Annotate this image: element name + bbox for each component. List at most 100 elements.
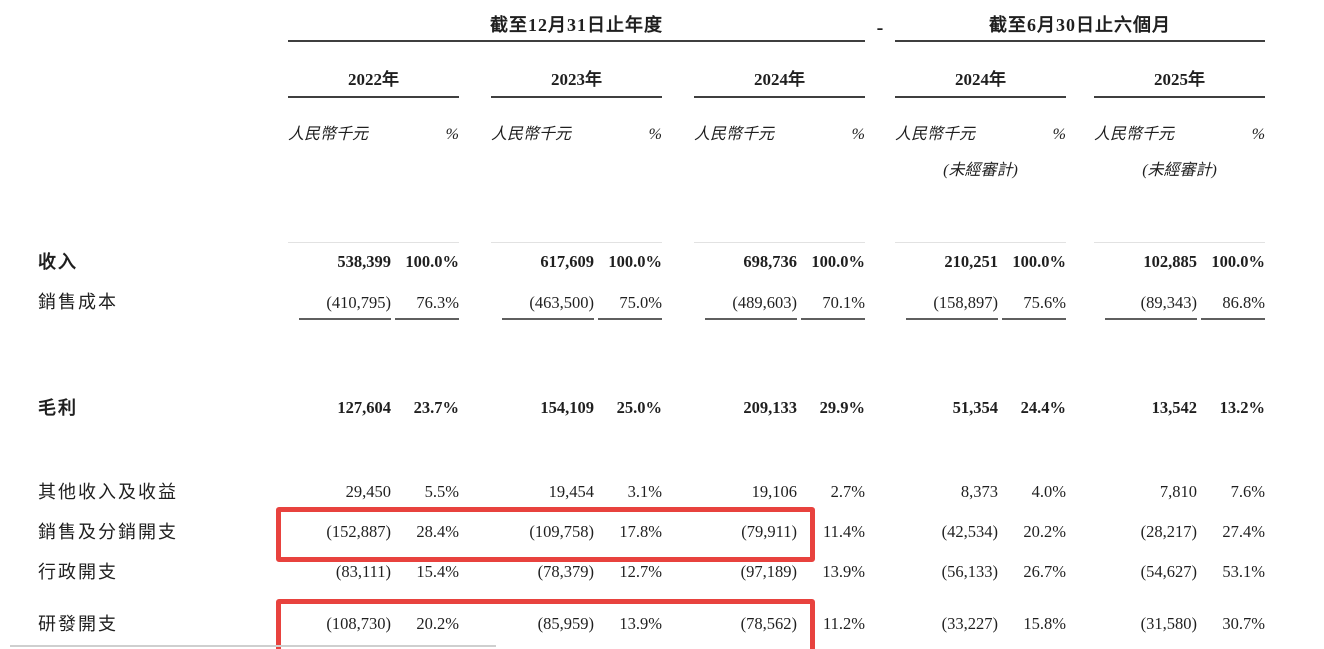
- value-cell: (56,133): [941, 561, 998, 581]
- percent-cell: 13.9%: [619, 613, 662, 633]
- percent-cell: 28.4%: [416, 521, 459, 541]
- unit-header: 人民幣千元: [491, 125, 572, 143]
- value-cell: 29,450: [345, 481, 391, 501]
- value-cell: (489,603): [694, 282, 797, 322]
- value-cell: (108,730): [326, 613, 391, 633]
- percent-cell: 100.0%: [998, 242, 1066, 282]
- percent-header: %: [1251, 125, 1266, 143]
- value-cell: 538,399: [288, 242, 391, 282]
- value-cell: (78,379): [537, 561, 594, 581]
- value-cell: (463,500): [491, 282, 594, 322]
- year-header-2023: 2023年: [491, 42, 662, 98]
- row-label: 行政開支: [38, 561, 118, 582]
- percent-cell: 11.2%: [822, 613, 865, 633]
- percent-header: %: [851, 125, 865, 143]
- value-cell: 102,885: [1094, 242, 1197, 282]
- percent-cell: 5.5%: [424, 481, 459, 501]
- value-cell: (85,959): [537, 613, 594, 633]
- value-cell: 51,354: [952, 397, 998, 417]
- table-row: 毛利 127,604 23.7% 154,109 25.0% 209,133 29.9% 51…: [38, 388, 1265, 428]
- row-label: 研發開支: [38, 613, 118, 634]
- percent-cell: 100.0%: [594, 242, 662, 282]
- value-cell: (33,227): [941, 613, 998, 633]
- value-cell: (79,911): [741, 521, 797, 541]
- value-cell: (89,343): [1094, 282, 1197, 322]
- percent-cell: 70.1%: [797, 282, 865, 322]
- value-cell: 8,373: [960, 481, 998, 501]
- percent-cell: 100.0%: [797, 242, 865, 282]
- partial-bottom-rule: [10, 645, 496, 647]
- row-label: 銷售及分銷開支: [38, 521, 178, 542]
- percent-cell: 20.2%: [416, 613, 459, 633]
- column-group-header-row: 截至12月31日止年度 - 截至6月30日止六個月: [38, 8, 1266, 42]
- year-header-2024: 2024年: [694, 42, 865, 98]
- unaudited-note: (未經審計): [1142, 161, 1217, 179]
- group-separator-dash: -: [876, 17, 884, 39]
- percent-cell: 53.1%: [1222, 561, 1266, 581]
- percent-cell: 7.6%: [1230, 481, 1266, 501]
- row-label: 銷售成本: [38, 291, 118, 312]
- value-cell: (31,580): [1140, 613, 1197, 633]
- value-cell: (410,795): [288, 282, 391, 322]
- percent-cell: 20.2%: [1023, 521, 1066, 541]
- percent-cell: 30.7%: [1222, 613, 1266, 633]
- percent-cell: 23.7%: [413, 397, 459, 417]
- unit-header: 人民幣千元: [1094, 125, 1175, 143]
- percent-cell: 2.7%: [830, 481, 865, 501]
- percent-cell: 4.0%: [1031, 481, 1066, 501]
- row-label: 毛利: [38, 397, 78, 418]
- percent-cell: 12.7%: [619, 561, 662, 581]
- percent-cell: 29.9%: [819, 397, 865, 417]
- percent-cell: 3.1%: [627, 481, 662, 501]
- year-header-row: 2022年 2023年 2024年 2024年 2025年: [38, 42, 1266, 98]
- value-cell: 13,542: [1151, 397, 1197, 417]
- row-spacer: [38, 428, 1265, 472]
- percent-cell: 11.4%: [822, 521, 865, 541]
- percent-cell: 100.0%: [391, 242, 459, 282]
- value-cell: (42,534): [941, 521, 998, 541]
- percent-cell: 75.6%: [998, 282, 1066, 322]
- table-row: 銷售成本 (410,795) 76.3% (463,500) 75.0% (489,603…: [38, 282, 1266, 322]
- year-header-2025-interim: 2025年: [1094, 42, 1266, 98]
- value-cell: (158,897): [895, 282, 998, 322]
- percent-cell: 100.0%: [1197, 242, 1266, 282]
- percent-cell: 76.3%: [391, 282, 459, 322]
- percent-cell: 17.8%: [619, 521, 662, 541]
- percent-cell: 15.8%: [1023, 613, 1066, 633]
- unaudited-note-row: (未經審計) (未經審計): [38, 146, 1265, 186]
- empty-corner-cell: [38, 8, 288, 42]
- percent-cell: 13.2%: [1219, 397, 1266, 417]
- value-cell: (97,189): [740, 561, 797, 581]
- row-label: 其他收入及收益: [38, 481, 178, 502]
- value-cell: 698,736: [694, 242, 797, 282]
- percent-header: %: [445, 125, 459, 143]
- row-spacer: [38, 322, 1265, 388]
- percent-cell: 15.4%: [416, 561, 459, 581]
- unit-header: 人民幣千元: [288, 125, 369, 143]
- value-cell: (54,627): [1140, 561, 1197, 581]
- percent-cell: 86.8%: [1197, 282, 1266, 322]
- value-cell: 617,609: [491, 242, 594, 282]
- value-cell: 127,604: [337, 397, 391, 417]
- value-cell: 7,810: [1159, 481, 1197, 501]
- table-row: 行政開支 (83,111) 15.4% (78,379) 12.7% (97,189) 13…: [38, 552, 1265, 592]
- value-cell: (109,758): [529, 521, 594, 541]
- financial-table: 截至12月31日止年度 - 截至6月30日止六個月 2022年 2023年 20…: [38, 8, 1266, 644]
- value-cell: (152,887): [326, 521, 391, 541]
- table-row: 研發開支 (108,730) 20.2% (85,959) 13.9% (78,562) 1…: [38, 604, 1265, 644]
- percent-cell: 75.0%: [594, 282, 662, 322]
- column-group-annual-title: 截至12月31日止年度: [288, 8, 865, 42]
- percent-header: %: [1052, 125, 1066, 143]
- percent-cell: 26.7%: [1023, 561, 1066, 581]
- value-cell: 19,454: [548, 481, 594, 501]
- percent-cell: 27.4%: [1222, 521, 1266, 541]
- value-cell: (28,217): [1140, 521, 1197, 541]
- year-header-2024-interim: 2024年: [895, 42, 1066, 98]
- year-header-2022: 2022年: [288, 42, 459, 98]
- value-cell: 154,109: [540, 397, 594, 417]
- unit-header: 人民幣千元: [694, 125, 775, 143]
- value-cell: 209,133: [743, 397, 797, 417]
- unit-header-row: 人民幣千元 % 人民幣千元 % 人民幣千元 % 人民幣千元 % 人民幣千元 %: [38, 98, 1265, 146]
- row-spacer: [38, 592, 1265, 604]
